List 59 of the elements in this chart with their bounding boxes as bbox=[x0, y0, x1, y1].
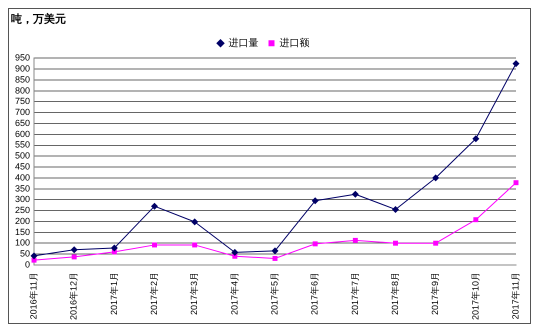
y-tick-label: 900 bbox=[14, 64, 30, 74]
x-tick-label: 2017年10月 bbox=[470, 272, 480, 320]
point bbox=[312, 197, 319, 204]
point bbox=[473, 217, 478, 222]
point bbox=[312, 241, 318, 246]
point bbox=[472, 135, 480, 142]
y-tick-label: 400 bbox=[14, 172, 30, 182]
y-tick-label: 200 bbox=[14, 216, 30, 226]
y-tick-label: 50 bbox=[20, 248, 30, 259]
y-tick-label: 800 bbox=[14, 85, 30, 96]
y-tick-label: 750 bbox=[14, 96, 30, 106]
point bbox=[110, 244, 118, 252]
point bbox=[352, 238, 358, 243]
point bbox=[352, 190, 359, 198]
x-tick-label: 2017年3月 bbox=[189, 272, 200, 315]
y-tick-label: 850 bbox=[14, 74, 30, 84]
y-tick-label: 450 bbox=[14, 162, 30, 172]
y-tick-label: 300 bbox=[14, 194, 30, 204]
y-tick-label: 150 bbox=[14, 226, 30, 237]
y-tick-label: 500 bbox=[14, 150, 30, 161]
y-tick-label: 100 bbox=[14, 238, 30, 248]
point bbox=[191, 218, 198, 226]
x-tick-label: 2017年5月 bbox=[269, 272, 280, 315]
x-tick-label: 2017年1月 bbox=[108, 272, 119, 315]
y-tick-label: 550 bbox=[14, 140, 30, 150]
x-tick-label: 2017年9月 bbox=[430, 272, 440, 315]
point bbox=[393, 240, 398, 246]
x-tick-label: 2016年12月 bbox=[68, 272, 79, 320]
y-tick-label: 950 bbox=[14, 52, 30, 63]
point bbox=[272, 247, 279, 254]
x-tick-label: 2017年4月 bbox=[229, 272, 240, 315]
legend-label: 进口额 bbox=[280, 36, 310, 49]
point bbox=[433, 240, 438, 246]
point bbox=[272, 256, 278, 261]
point bbox=[192, 242, 198, 248]
y-tick-label: 700 bbox=[14, 107, 30, 118]
point bbox=[151, 202, 158, 210]
point bbox=[512, 60, 520, 68]
y-tick-label: 600 bbox=[14, 128, 30, 139]
point bbox=[392, 206, 400, 213]
point bbox=[152, 242, 157, 248]
y-tick-label: 650 bbox=[14, 118, 30, 128]
point bbox=[514, 180, 518, 186]
point bbox=[30, 252, 38, 260]
point bbox=[70, 246, 78, 254]
y-tick-label: 250 bbox=[14, 205, 30, 216]
point bbox=[432, 174, 440, 182]
y-tick-label: 0 bbox=[25, 259, 30, 270]
x-tick-label: 2017年8月 bbox=[390, 272, 400, 315]
y-axis-title: 吨，万美元 bbox=[11, 12, 66, 26]
legend-label: 进口量 bbox=[228, 36, 258, 49]
x-tick-label: 2017年11月 bbox=[510, 272, 520, 320]
x-tick-label: 2016年11月 bbox=[28, 272, 38, 320]
y-tick-label: 350 bbox=[14, 183, 30, 194]
x-tick-label: 2017年6月 bbox=[310, 272, 320, 315]
point bbox=[72, 254, 77, 260]
x-tick-label: 2017年2月 bbox=[148, 272, 159, 315]
x-tick-label: 2017年7月 bbox=[350, 272, 360, 315]
point bbox=[231, 248, 238, 256]
